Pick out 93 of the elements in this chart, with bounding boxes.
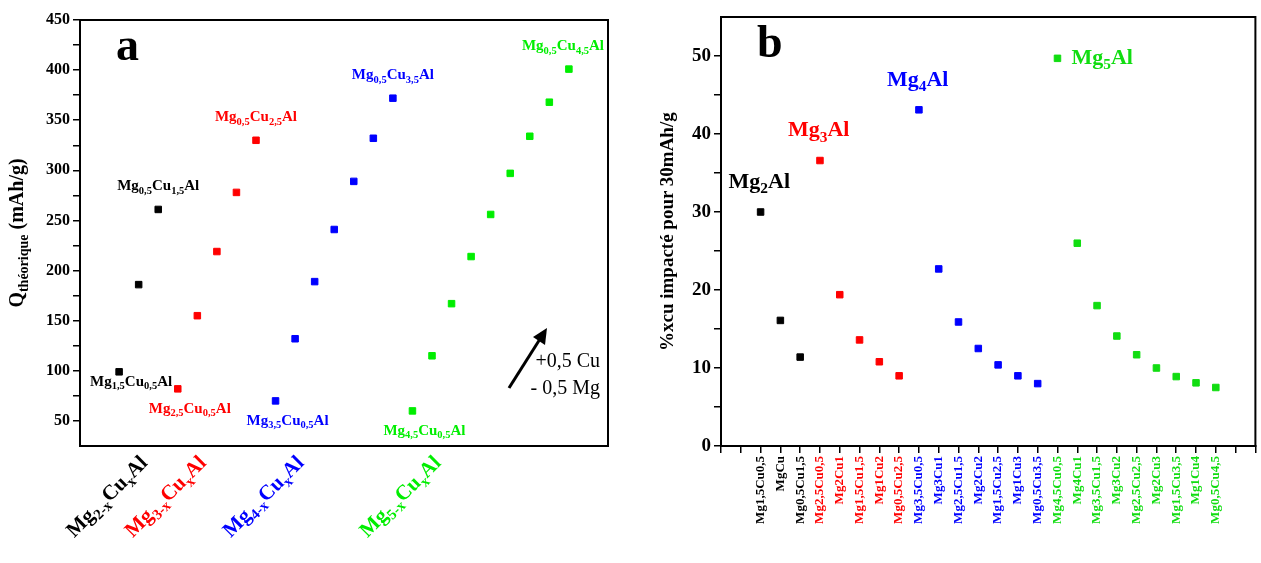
- x-tick-label: Mg2,5Cu1,5: [949, 455, 965, 524]
- point: [1093, 301, 1101, 310]
- y-axis-title: %xcu impacté pour 30mAh/g: [655, 111, 677, 352]
- point: [565, 65, 573, 73]
- x-tick-label: Mg0,5Cu1,5: [791, 455, 807, 524]
- x-tick-label: Mg4Cu1: [1068, 456, 1084, 505]
- x-tick-label: Mg1Cu3: [1009, 455, 1025, 505]
- point: [252, 136, 260, 145]
- point: [915, 106, 923, 114]
- point: [875, 358, 884, 366]
- point: [154, 205, 162, 214]
- point: [816, 156, 824, 165]
- x-tick-label: Mg1Cu2: [870, 456, 886, 505]
- y-tick-label: 40: [692, 121, 711, 143]
- x-tick-label: Mg2,5Cu2,5: [1128, 455, 1143, 524]
- point: [796, 353, 804, 361]
- point: [389, 94, 397, 102]
- point: [954, 318, 963, 326]
- point: [115, 368, 123, 376]
- point: [1132, 350, 1141, 359]
- point: [369, 134, 378, 143]
- chart-title: b: [757, 15, 783, 67]
- point: [1192, 379, 1200, 387]
- y-tick-label: 150: [46, 310, 70, 328]
- point: [994, 361, 1002, 369]
- x-tick-label: Mg4,5Cu0,5: [1048, 455, 1064, 524]
- point: [174, 385, 182, 393]
- point: [895, 372, 903, 380]
- y-tick-label: 50: [54, 411, 70, 429]
- x-tick-label: Mg3Cu2: [1108, 456, 1124, 505]
- point: [934, 265, 943, 273]
- point: [836, 290, 844, 299]
- point: [467, 252, 475, 261]
- point: [1073, 239, 1082, 247]
- y-tick-label: 300: [46, 160, 70, 178]
- y-tick-label: 450: [46, 10, 70, 28]
- y-tick-label: 100: [46, 360, 70, 378]
- point: [526, 132, 534, 141]
- y-tick-label: 30: [692, 199, 711, 221]
- y-tick-label: 200: [46, 260, 70, 278]
- x-tick-label: Mg3,5Cu0,5: [910, 455, 926, 524]
- point: [134, 280, 143, 289]
- point: [193, 311, 202, 320]
- point: [310, 277, 319, 286]
- y-tick-label: 50: [692, 43, 711, 65]
- y-axis-title: Qthéorique (mAh/g): [5, 158, 32, 308]
- x-tick-label: MgCu: [771, 456, 787, 492]
- y-tick-label: 400: [46, 60, 70, 78]
- x-tick-label: Mg2Cu2: [969, 456, 985, 505]
- point: [506, 169, 514, 178]
- point: [756, 208, 765, 216]
- point: [1113, 332, 1121, 340]
- x-tick-label: Mg3,5Cu1,5: [1088, 455, 1104, 524]
- x-tick-label: Mg2,5Cu0,5: [811, 455, 827, 524]
- x-tick-label: Mg1,5Cu0,5: [751, 455, 767, 524]
- x-tick-label: Mg1,5Cu1,5: [850, 455, 866, 524]
- x-tick-label: Mg1,5Cu2,5: [989, 455, 1005, 524]
- point: [291, 335, 299, 343]
- point: [408, 407, 417, 415]
- point: [428, 352, 436, 360]
- point: [447, 299, 456, 308]
- x-tick-label: Mg4-xCuxAl: [217, 450, 309, 542]
- y-tick-label: 250: [46, 210, 70, 228]
- y-tick-label: 0: [701, 433, 711, 455]
- y-tick-label: 20: [692, 277, 711, 299]
- x-tick-label: Mg5-xCuxAl: [354, 450, 446, 542]
- x-tick-label: Mg2Cu3: [1147, 455, 1163, 505]
- point: [1172, 372, 1180, 381]
- point: [350, 177, 358, 186]
- point: [271, 397, 280, 405]
- x-tick-label: Mg3Cu1: [930, 456, 946, 505]
- point: [1212, 383, 1220, 392]
- point: [974, 344, 983, 353]
- y-tick-label: 350: [46, 110, 70, 128]
- y-tick-label: 10: [692, 355, 711, 377]
- x-tick-label: Mg0,5Cu2,5: [890, 455, 906, 524]
- point: [330, 225, 338, 234]
- point: [1014, 372, 1022, 380]
- point: [1053, 54, 1062, 63]
- point: [486, 210, 495, 219]
- point: [213, 247, 221, 256]
- point: [776, 316, 785, 325]
- chart-title: a: [116, 18, 139, 70]
- point: [855, 336, 864, 344]
- x-tick-label: Mg2Cu1: [831, 456, 847, 505]
- x-tick-label: Mg1Cu4: [1187, 455, 1203, 505]
- x-tick-label: Mg0,5Cu3,5: [1029, 455, 1045, 524]
- point: [1152, 364, 1161, 372]
- point: [545, 98, 554, 106]
- point: [1033, 379, 1042, 388]
- x-tick-label: Mg0,5Cu4,5: [1207, 455, 1223, 524]
- x-tick-label: Mg1,5Cu3,5: [1167, 455, 1183, 524]
- annotation: +0,5 Cu - 0,5 Mg: [530, 349, 601, 400]
